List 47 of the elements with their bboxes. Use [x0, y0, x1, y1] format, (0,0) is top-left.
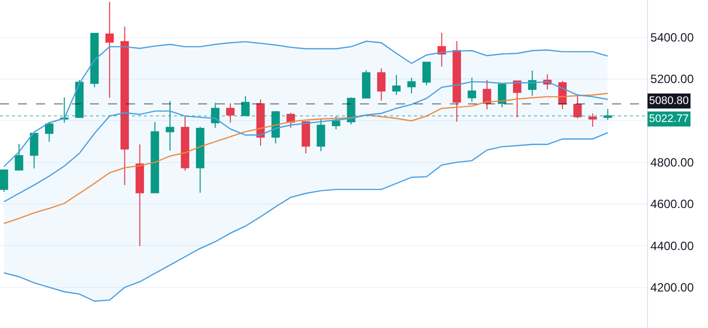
y-tick-label: 5200.00: [650, 72, 694, 86]
candlestick: [302, 121, 310, 154]
candlestick: [271, 110, 280, 144]
candlestick: [498, 84, 506, 108]
candlestick: [482, 80, 492, 110]
candlestick: [604, 108, 612, 121]
candlestick: [468, 77, 476, 102]
candlestick: [60, 96, 69, 124]
candlestick: [392, 74, 401, 96]
candlestick: [196, 126, 204, 194]
y-tick-label: 4800.00: [650, 156, 694, 170]
y-tick-label: 4200.00: [650, 280, 694, 295]
candlestick: [226, 102, 235, 124]
y-tick-label: 4600.00: [650, 197, 694, 212]
candlestick: [75, 80, 84, 118]
candlestick: [30, 132, 38, 169]
candlestick: [588, 112, 597, 128]
y-tick-label: 4400.00: [650, 238, 694, 253]
candlestick: [256, 98, 265, 146]
candlestick: [45, 122, 54, 142]
candlestick: [0, 169, 8, 192]
line-series: [3, 40, 608, 168]
candlestick: [211, 102, 220, 128]
candlestick: [316, 118, 326, 152]
candlestick: [166, 100, 174, 152]
candlestick: [377, 68, 386, 102]
ref-line-label: 5022.77: [649, 113, 689, 125]
candlestick: [14, 143, 24, 172]
candlestick: [573, 94, 582, 119]
candlestick: [105, 1, 114, 98]
candlestick: [120, 26, 129, 186]
candlestick: [241, 96, 250, 116]
candlestick: [180, 115, 190, 172]
ref-line-label: 5080.80: [649, 95, 689, 107]
candlestick: [512, 80, 522, 118]
candlestick: [407, 77, 416, 94]
candlestick: [422, 62, 431, 86]
candlestick: [90, 32, 99, 88]
candlestick: [452, 40, 461, 122]
line-series: [3, 132, 608, 302]
line-series: [3, 92, 608, 224]
y-tick-label: 5400.00: [650, 30, 694, 44]
candlestick: [362, 70, 370, 98]
candlestick: [136, 144, 144, 247]
candlestick: [150, 122, 160, 194]
candlestick: [346, 96, 356, 125]
line-series: [3, 81, 608, 202]
